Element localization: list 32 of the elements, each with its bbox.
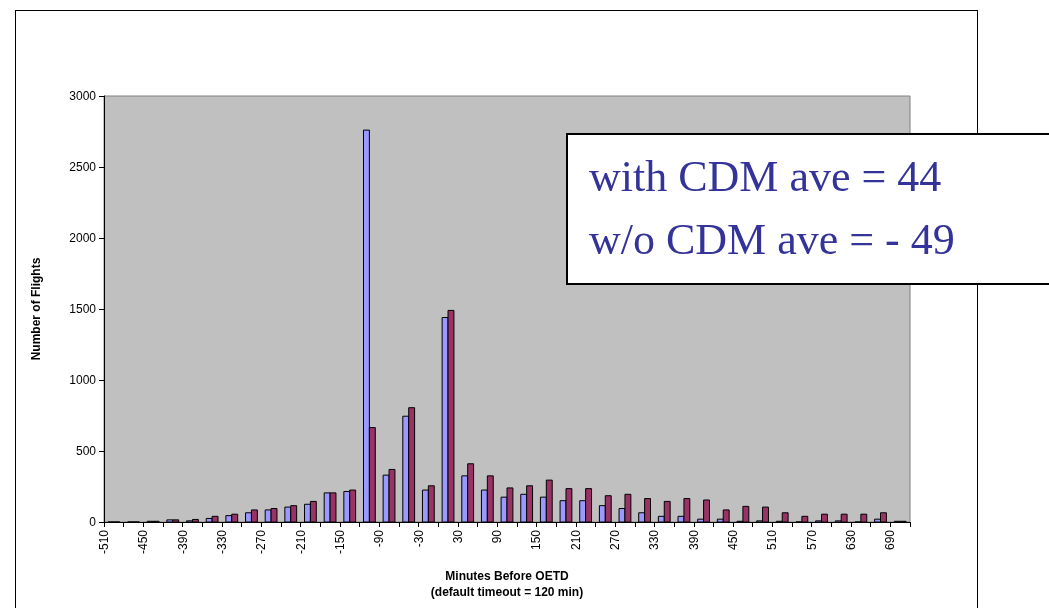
- x-tick-label: 450: [726, 529, 741, 551]
- x-tick-label: -90: [372, 529, 387, 548]
- x-axis-title: Minutes Before OETD (default timeout = 120 min): [430, 569, 584, 599]
- x-tick-label: 90: [490, 529, 505, 544]
- x-tick-label: 510: [765, 529, 780, 551]
- y-axis-title: Number of Flights: [29, 257, 43, 361]
- x-tick-label: 390: [686, 529, 701, 551]
- x-tick-label: 330: [647, 529, 662, 551]
- x-tick-label: -210: [293, 529, 308, 555]
- x-tick-label: -390: [175, 529, 190, 555]
- y-tick-label: 3000: [69, 89, 97, 103]
- x-tick-label: -30: [411, 529, 426, 548]
- y-tick-label: 500: [75, 444, 97, 458]
- y-tick-label: 2000: [69, 231, 97, 245]
- y-tick-label: 2500: [69, 160, 97, 174]
- x-tick-label: 690: [883, 529, 898, 551]
- x-tick-label: -270: [254, 529, 269, 555]
- x-tick-label: 570: [804, 529, 819, 551]
- x-tick-label: -150: [332, 529, 347, 555]
- y-tick-label: 0: [89, 515, 97, 529]
- y-tick-label: 1000: [69, 373, 97, 387]
- x-tick-label: 270: [608, 529, 623, 551]
- x-tick-label: 30: [450, 529, 465, 544]
- annotation: w/o CDM ave = - 49: [589, 214, 955, 264]
- x-tick-label: 630: [844, 529, 859, 551]
- x-tick-label: 210: [568, 529, 583, 551]
- x-tick-label: -510: [97, 529, 111, 555]
- x-tick-label: -450: [136, 529, 151, 555]
- annotation: with CDM ave = 44: [589, 151, 942, 201]
- x-tick-label: 150: [529, 529, 544, 551]
- y-tick-label: 1500: [69, 302, 97, 316]
- x-tick-label: -330: [214, 529, 229, 555]
